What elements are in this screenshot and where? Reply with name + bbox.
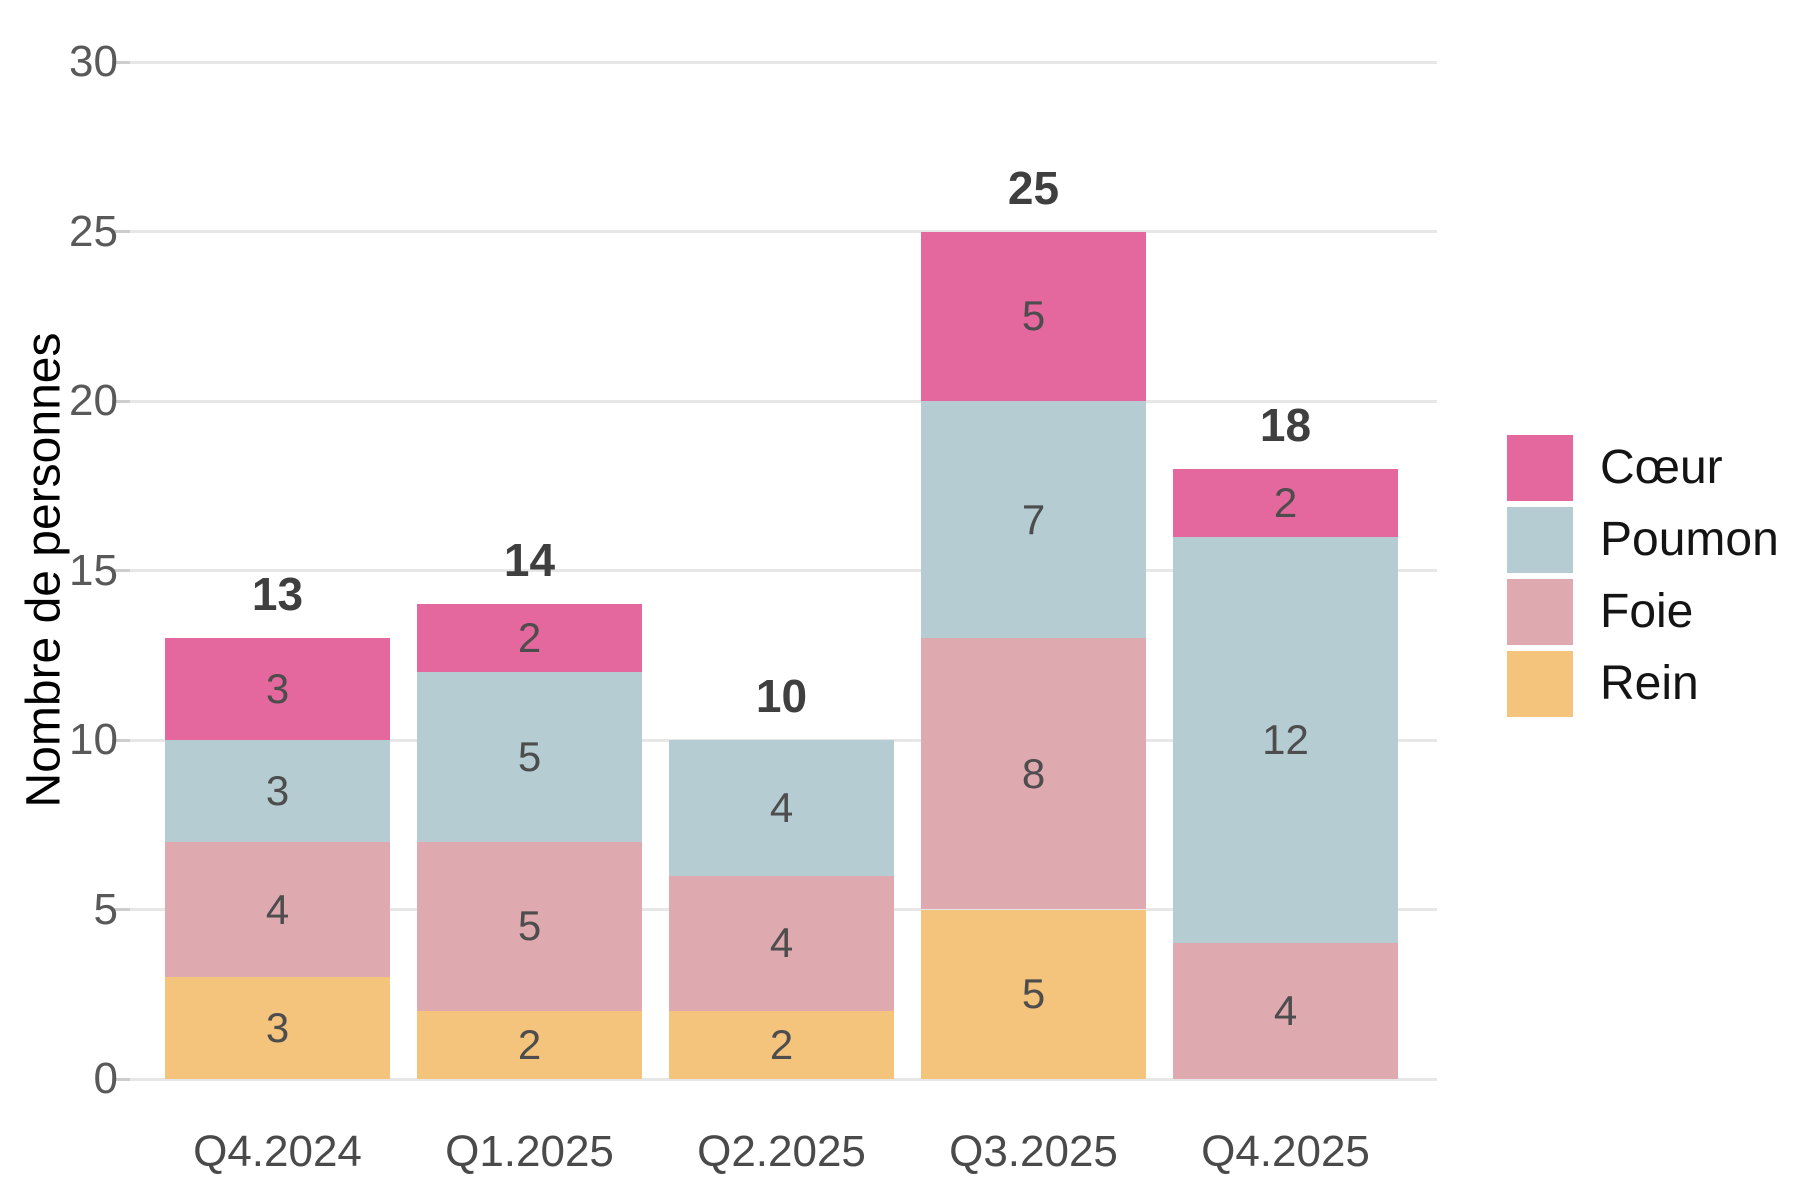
segment-value-label: 5 xyxy=(517,732,542,780)
y-axis-tick xyxy=(112,1077,130,1081)
y-axis-tick xyxy=(112,399,130,403)
segment-value-label: 2 xyxy=(517,1021,542,1069)
gridline xyxy=(130,60,1437,64)
y-axis-tick xyxy=(112,569,130,572)
bar-segment-foie xyxy=(921,638,1146,910)
segment-value-label: 5 xyxy=(1021,970,1046,1018)
segment-value-label: 2 xyxy=(769,1021,794,1069)
segment-value-label: 3 xyxy=(265,766,290,814)
segment-value-label: 7 xyxy=(1021,495,1046,543)
bar-segment-foie xyxy=(1173,943,1398,1079)
bar-segment-cœur xyxy=(165,638,390,740)
bar-segment-poumon xyxy=(669,740,894,876)
segment-value-label: 4 xyxy=(769,919,794,967)
gridline xyxy=(130,1077,1437,1081)
x-tick-label: Q3.2025 xyxy=(949,1127,1118,1176)
y-tick-label: 20 xyxy=(69,376,118,425)
segment-value-label: 3 xyxy=(265,665,290,713)
segment-value-label: 12 xyxy=(1262,716,1309,763)
segment-value-label: 5 xyxy=(1021,292,1046,340)
y-tick-label: 15 xyxy=(69,545,118,595)
bar-segment-cœur xyxy=(921,231,1146,401)
gridline xyxy=(130,230,1437,233)
legend-swatch-rein xyxy=(1507,651,1573,717)
bar-segment-poumon xyxy=(921,401,1146,639)
segment-value-label: 4 xyxy=(265,885,290,933)
legend-label: Foie xyxy=(1600,585,1694,638)
bar-segment-rein xyxy=(921,909,1146,1079)
bar-segment-poumon xyxy=(417,672,642,842)
bar-segment-foie xyxy=(669,875,894,1012)
bar-total-label: 14 xyxy=(503,534,556,587)
segment-value-label: 2 xyxy=(517,614,542,662)
x-tick-label: Q1.2025 xyxy=(445,1127,614,1176)
y-axis-tick xyxy=(112,60,130,64)
segment-value-label: 4 xyxy=(769,783,794,831)
y-tick-label: 0 xyxy=(93,1054,118,1103)
bar-segment-rein xyxy=(165,977,390,1079)
y-axis-tick xyxy=(112,230,130,233)
x-tick-label: Q4.2025 xyxy=(1201,1127,1370,1176)
y-axis-tick xyxy=(112,908,130,911)
y-tick-label: 30 xyxy=(69,37,118,86)
bar-total-label: 10 xyxy=(755,670,808,722)
bar-segment-rein xyxy=(417,1011,642,1079)
x-tick-label: Q2.2025 xyxy=(697,1127,866,1176)
legend-label: Rein xyxy=(1600,657,1699,710)
segment-value-label: 8 xyxy=(1021,749,1046,797)
y-tick-label: 25 xyxy=(69,206,118,256)
legend-swatch-poumon xyxy=(1507,507,1573,573)
segment-value-label: 5 xyxy=(517,902,542,950)
bar-segment-poumon xyxy=(1173,536,1398,944)
bar-segment-foie xyxy=(165,841,390,978)
bar-segment-cœur xyxy=(1173,468,1398,537)
legend-label: Cœur xyxy=(1600,441,1723,494)
y-tick-label: 10 xyxy=(69,715,118,764)
bar-total-label: 18 xyxy=(1259,398,1312,451)
bar-segment-rein xyxy=(669,1011,894,1079)
bar-total-label: 25 xyxy=(1007,161,1060,214)
segment-value-label: 3 xyxy=(265,1004,290,1052)
y-tick-label: 5 xyxy=(93,884,118,934)
legend-swatch-foie xyxy=(1507,579,1573,645)
segment-value-label: 4 xyxy=(1273,987,1298,1035)
segment-value-label: 2 xyxy=(1273,478,1298,526)
bar-segment-foie xyxy=(417,841,642,1012)
gridline xyxy=(130,569,1437,572)
y-axis-tick xyxy=(112,738,130,742)
legend-swatch-cœur xyxy=(1507,435,1573,501)
bar-segment-poumon xyxy=(165,740,390,842)
bar-total-label: 13 xyxy=(251,568,304,621)
bar-segment-cœur xyxy=(417,604,642,673)
legend-label: Poumon xyxy=(1600,513,1779,566)
x-tick-label: Q4.2024 xyxy=(193,1127,362,1176)
gridline xyxy=(130,399,1437,403)
